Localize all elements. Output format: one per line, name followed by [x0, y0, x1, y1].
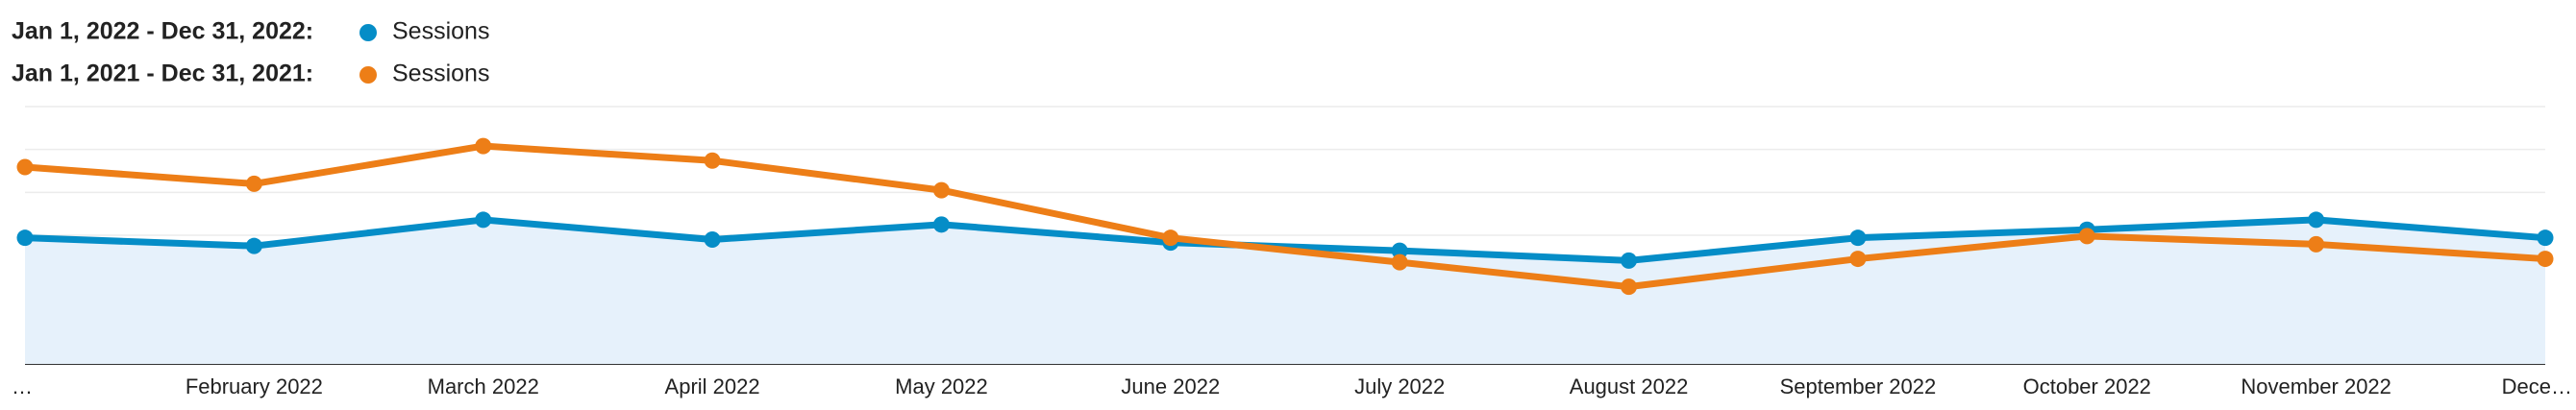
legend-period: Jan 1, 2021 - Dec 31, 2021:: [12, 60, 313, 87]
x-tick-label: September 2022: [1780, 374, 1937, 398]
line: [24, 142, 2546, 291]
point: [2537, 251, 2554, 268]
x-tick-label: March 2022: [428, 374, 539, 398]
point: [1162, 229, 1179, 247]
x-tick-label: June 2022: [1121, 374, 1220, 398]
point: [1621, 278, 1638, 296]
x-tick-label: February 2022: [186, 374, 323, 398]
x-tick-label: Dece…: [2502, 374, 2572, 398]
legend-dot: [359, 24, 377, 41]
point: [704, 230, 721, 248]
point: [1391, 242, 1408, 259]
x-tick-label: November 2022: [2241, 374, 2391, 398]
point: [704, 152, 721, 169]
point: [932, 216, 950, 233]
point: [1391, 253, 1408, 271]
line: [24, 216, 2546, 264]
point: [475, 211, 492, 229]
x-tick-label: July 2022: [1354, 374, 1445, 398]
legend-dot: [359, 66, 377, 84]
point: [245, 237, 262, 254]
point: [1849, 229, 1867, 247]
point: [2308, 235, 2325, 253]
point: [475, 137, 492, 155]
x-tick-label: …: [12, 374, 33, 398]
legend-label: Sessions: [392, 18, 489, 45]
point: [16, 229, 34, 247]
point: [1621, 252, 1638, 269]
x-tick-label: April 2022: [665, 374, 760, 398]
legend-period: Jan 1, 2022 - Dec 31, 2022:: [12, 18, 313, 45]
x-tick-label: August 2022: [1570, 374, 1689, 398]
x-tick-label: May 2022: [895, 374, 988, 398]
x-tick-label: October 2022: [2023, 374, 2151, 398]
point: [2078, 228, 2095, 245]
point: [2537, 229, 2554, 247]
point: [245, 175, 262, 192]
point: [16, 158, 34, 176]
point: [932, 181, 950, 199]
legend-label: Sessions: [392, 60, 489, 87]
point: [1849, 251, 1867, 268]
point: [2308, 211, 2325, 229]
